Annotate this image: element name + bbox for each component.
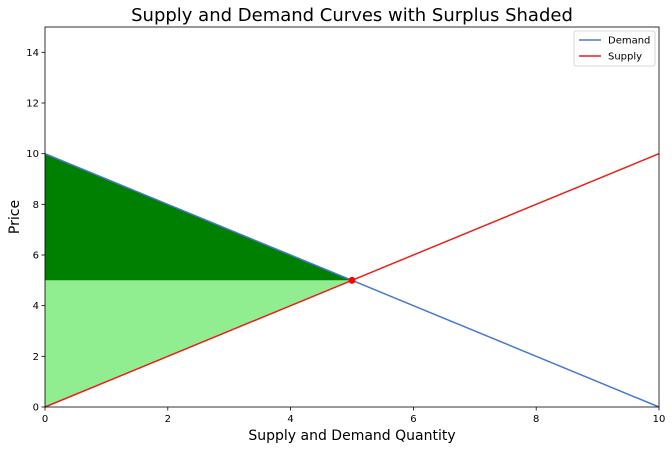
y-tick-label: 2 [33, 352, 39, 363]
y-tick-label: 4 [33, 301, 39, 312]
x-tick-label: 4 [287, 414, 293, 425]
x-axis-label: Supply and Demand Quantity [248, 428, 455, 444]
chart-title: Supply and Demand Curves with Surplus Sh… [131, 5, 573, 26]
y-tick-label: 6 [33, 251, 39, 262]
y-tick-label: 10 [26, 149, 39, 160]
equilibrium-point [348, 276, 356, 284]
legend: Demand Supply [573, 30, 656, 67]
legend-label-supply: Supply [608, 52, 642, 63]
y-axis-label: Price [7, 200, 23, 234]
y-tick-label: 14 [26, 48, 39, 59]
y-axis-ticks: 0 2 4 6 8 10 12 14 [26, 48, 45, 414]
x-tick-label: 10 [653, 414, 666, 425]
equilibrium-points [348, 276, 356, 284]
x-tick-label: 0 [42, 414, 48, 425]
y-tick-label: 12 [26, 99, 39, 110]
y-tick-label: 0 [33, 403, 39, 414]
surplus-fills [45, 153, 352, 407]
plot-frame [44, 26, 660, 408]
x-tick-label: 2 [165, 414, 171, 425]
x-axis-ticks: 0 2 4 6 8 10 [42, 407, 666, 425]
legend-label-demand: Demand [608, 36, 650, 47]
x-tick-label: 8 [533, 414, 539, 425]
y-tick-label: 8 [33, 200, 39, 211]
x-tick-label: 6 [410, 414, 416, 425]
